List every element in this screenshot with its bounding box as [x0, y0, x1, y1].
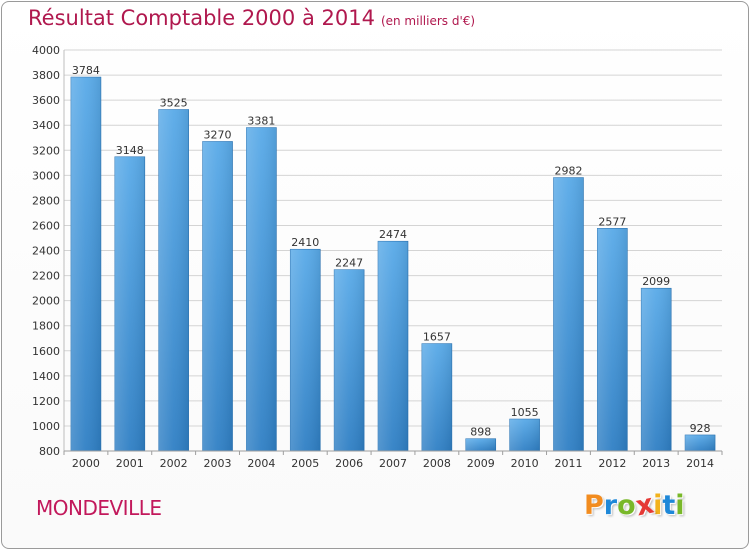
- proxiti-logo: Proxiti: [584, 489, 685, 523]
- logo-letter: i: [653, 490, 663, 521]
- bar-shine: [378, 241, 408, 451]
- data-label: 2410: [291, 236, 319, 249]
- x-tick-label: 2006: [335, 457, 363, 470]
- logo-letter: r: [603, 490, 618, 521]
- bar-shine: [421, 343, 452, 451]
- y-tick-label: 3200: [32, 144, 60, 157]
- x-tick-label: 2002: [160, 457, 188, 470]
- data-label: 3270: [204, 128, 232, 141]
- data-label: 3381: [247, 115, 275, 128]
- logo-letter: t: [662, 490, 676, 521]
- data-label: 2099: [642, 275, 670, 288]
- y-tick-label: 3400: [32, 119, 60, 132]
- data-label: 898: [470, 426, 491, 439]
- data-label: 3148: [116, 144, 144, 157]
- bar-shine: [509, 419, 540, 451]
- bar-shine: [114, 156, 145, 452]
- x-tick-label: 2011: [554, 457, 582, 470]
- x-tick-label: 2009: [467, 457, 495, 470]
- bar-shine: [158, 109, 189, 451]
- logo-letter: o: [617, 490, 636, 521]
- bar-shine: [465, 438, 496, 451]
- bar-shine: [685, 434, 716, 451]
- bar-shine: [334, 269, 365, 451]
- commune-name: MONDEVILLE: [36, 496, 162, 520]
- y-tick-label: 1600: [32, 345, 60, 358]
- y-tick-label: 1800: [32, 320, 60, 333]
- data-labels: 3784 3148 3525 3270 3381 2410 2247 2474 1657 898 1…: [72, 64, 711, 439]
- y-tick-label: 1200: [32, 395, 60, 408]
- logo-letter: i: [675, 490, 685, 521]
- y-tick-label: 3800: [32, 69, 60, 82]
- chart-title-group: Résultat Comptable 2000 à 2014 (en millie…: [28, 6, 475, 30]
- bar-shine: [641, 288, 672, 451]
- y-tick-label: 2600: [32, 219, 60, 232]
- bar-shine: [202, 141, 233, 451]
- data-label: 928: [690, 422, 711, 435]
- x-tick-label: 2005: [291, 457, 319, 470]
- y-tick-label: 800: [39, 445, 60, 458]
- y-tick-label: 2000: [32, 295, 60, 308]
- y-tick-label: 2800: [32, 194, 60, 207]
- data-label: 3784: [72, 64, 100, 77]
- y-tick-label: 1400: [32, 370, 60, 383]
- x-tick-label: 2000: [72, 457, 100, 470]
- y-tick-label: 4000: [32, 44, 60, 57]
- bar-shine: [290, 249, 321, 451]
- x-tick-label: 2010: [511, 457, 539, 470]
- y-tick-label: 1000: [32, 420, 60, 433]
- chart-title: Résultat Comptable 2000 à 2014: [28, 6, 375, 30]
- data-label: 2247: [335, 257, 363, 270]
- x-tick-label: 2003: [204, 457, 232, 470]
- data-label: 2577: [598, 215, 626, 228]
- bar-shine: [597, 228, 628, 451]
- data-label: 1657: [423, 331, 451, 344]
- x-tick-label: 2014: [686, 457, 714, 470]
- x-tick-label: 2001: [116, 457, 144, 470]
- x-tick-label: 2012: [598, 457, 626, 470]
- y-tick-label: 2200: [32, 270, 60, 283]
- x-tick-label: 2004: [247, 457, 275, 470]
- x-tick-label: 2013: [642, 457, 670, 470]
- data-label: 1055: [511, 406, 539, 419]
- bar-shine: [70, 77, 101, 451]
- y-tick-label: 3000: [32, 169, 60, 182]
- data-label: 2982: [554, 165, 582, 178]
- y-tick-label: 3600: [32, 94, 60, 107]
- chart-subtitle: (en milliers d'€): [380, 14, 476, 28]
- data-label: 2474: [379, 228, 407, 241]
- x-tick-label: 2007: [379, 457, 407, 470]
- y-tick-label: 2400: [32, 245, 60, 258]
- axes: 800 1000 1200 1400 1600 1800 2000 2200 2400 2600 2…: [32, 44, 723, 470]
- logo-letter: P: [584, 490, 604, 521]
- data-label: 3525: [160, 97, 188, 110]
- bars: [70, 76, 716, 452]
- x-tick-label: 2008: [423, 457, 451, 470]
- bar-shine: [246, 127, 277, 452]
- bar-shine: [553, 177, 584, 452]
